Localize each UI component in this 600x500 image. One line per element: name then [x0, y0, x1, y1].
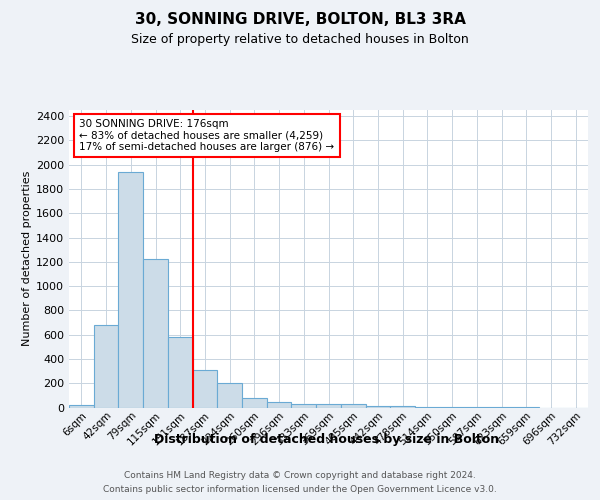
- Bar: [415, 406, 440, 408]
- Bar: [168, 337, 193, 407]
- Text: Distribution of detached houses by size in Bolton: Distribution of detached houses by size …: [154, 434, 500, 446]
- Bar: [440, 407, 464, 408]
- Bar: [242, 398, 267, 407]
- Bar: [464, 407, 489, 408]
- Bar: [292, 404, 316, 407]
- Text: Contains public sector information licensed under the Open Government Licence v3: Contains public sector information licen…: [103, 484, 497, 494]
- Bar: [69, 405, 94, 407]
- Bar: [390, 406, 415, 408]
- Bar: [365, 406, 390, 407]
- Bar: [217, 383, 242, 407]
- Text: Size of property relative to detached houses in Bolton: Size of property relative to detached ho…: [131, 32, 469, 46]
- Text: 30 SONNING DRIVE: 176sqm
← 83% of detached houses are smaller (4,259)
17% of sem: 30 SONNING DRIVE: 176sqm ← 83% of detach…: [79, 119, 335, 152]
- Bar: [94, 325, 118, 407]
- Bar: [316, 404, 341, 407]
- Bar: [193, 370, 217, 408]
- Bar: [143, 260, 168, 408]
- Bar: [118, 172, 143, 408]
- Y-axis label: Number of detached properties: Number of detached properties: [22, 171, 32, 346]
- Text: Contains HM Land Registry data © Crown copyright and database right 2024.: Contains HM Land Registry data © Crown c…: [124, 472, 476, 480]
- Text: 30, SONNING DRIVE, BOLTON, BL3 3RA: 30, SONNING DRIVE, BOLTON, BL3 3RA: [134, 12, 466, 28]
- Bar: [341, 404, 365, 407]
- Bar: [267, 402, 292, 407]
